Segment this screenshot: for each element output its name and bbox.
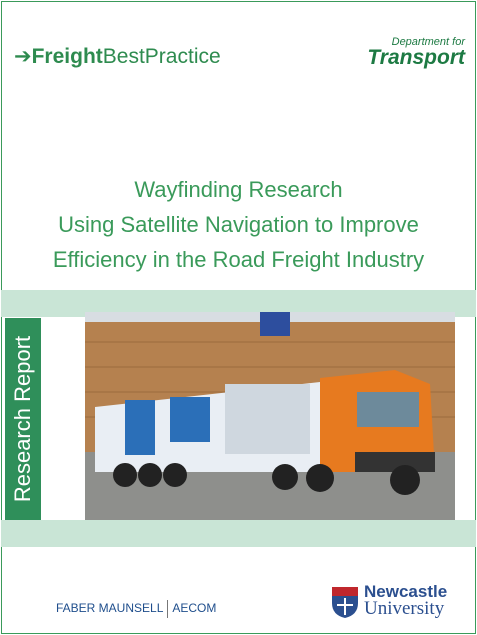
logo-best-practice: BestPractice [103, 45, 221, 68]
dft-logo: Department for Transport [367, 36, 465, 68]
logo-freight: Freight [32, 45, 103, 68]
cover-page: ➔FreightBestPractice Department for Tran… [0, 0, 477, 635]
truck-photo [85, 312, 455, 520]
title: Wayfinding Research Using Satellite Navi… [0, 172, 477, 277]
side-label: Research Report [10, 336, 36, 502]
arrow-icon: ➔ [14, 45, 32, 68]
separator [167, 600, 168, 618]
title-line: Efficiency in the Road Freight Industry [0, 242, 477, 277]
band-bottom [1, 520, 476, 547]
ncl-university: University [364, 600, 447, 617]
faber-text: FABER MAUNSELL [56, 601, 163, 615]
title-line: Using Satellite Navigation to Improve [0, 207, 477, 242]
crest-icon [330, 585, 360, 619]
side-bar: Research Report [5, 318, 41, 520]
freight-logo: ➔FreightBestPractice [14, 44, 221, 69]
title-line: Wayfinding Research [0, 172, 477, 207]
newcastle-logo: Newcastle University [330, 583, 447, 617]
dept-big: Transport [367, 48, 465, 68]
aecom-text: AECOM [172, 601, 216, 615]
faber-logo: FABER MAUNSELL AECOM [56, 600, 216, 618]
